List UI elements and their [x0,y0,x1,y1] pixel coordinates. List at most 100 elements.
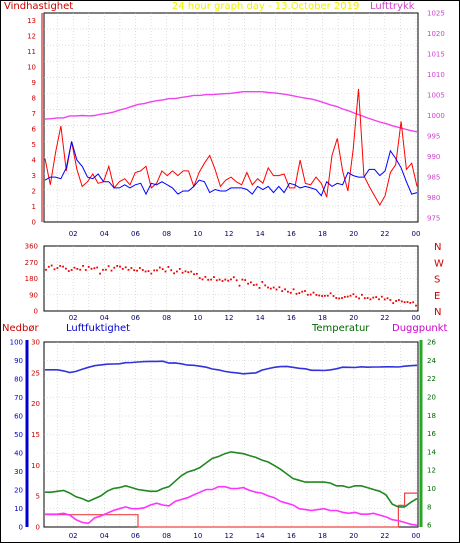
temperature-tick-labels: 0102030405060708090100051015202530681012… [10,339,437,541]
direction-point [215,279,218,282]
wind-y-tick: 11 [27,48,36,56]
direction-point [292,288,295,291]
wind-pressure-panel: 0123456789101112139759809859909951000100… [27,10,445,239]
direction-point [415,304,417,307]
direction-point [403,301,406,304]
direction-point [275,288,278,291]
humidity-label: Luftfuktighet [66,323,130,334]
wind-y-tick: 10 [27,64,36,72]
direction-point [252,284,255,286]
x-tick-label: 10 [193,230,202,238]
direction-point [366,297,369,299]
compass-tick: N [434,307,441,318]
direction-point [176,270,178,273]
direction-point [158,266,161,269]
humidity-y-tick: 50 [14,431,23,439]
temperature-y-tick: 26 [427,339,436,347]
direction-point [400,300,403,303]
direction-point [250,281,252,284]
direction-point [161,268,164,270]
humidity-line [45,360,418,375]
direction-point [67,270,70,272]
direction-point [346,295,349,298]
direction-point [355,295,358,298]
direction-point [59,265,62,267]
direction-point [65,267,67,270]
direction-point [47,265,50,268]
precip-label: Nedbør [2,323,39,334]
direction-point [389,299,392,301]
direction-point [156,269,158,272]
direction-y-tick: 270 [25,259,38,267]
dewpoint-line [45,485,418,526]
direction-point [193,273,195,276]
graph-title: 24 hour graph day - 13.October 2019 [172,1,359,12]
direction-point [187,271,190,274]
direction-point [383,298,386,301]
x-tick-label: 00 [412,230,421,238]
x-tick-label: 00 [412,532,421,540]
temperature-y-tick: 10 [427,485,436,493]
temperature-grid [44,342,418,527]
x-tick-label: 06 [131,230,140,238]
temperature-y-tick: 6 [427,522,432,530]
x-tick-label: 04 [100,230,109,238]
direction-point [338,297,341,300]
direction-point [301,290,304,293]
humidity-y-tick: 80 [14,376,23,384]
direction-point [133,269,136,272]
direction-point [267,286,269,289]
direction-point [232,276,235,279]
direction-point [326,294,329,297]
pressure-y-tick: 1015 [427,50,445,58]
wind-plot-area [43,12,419,223]
humidity-y-tick: 10 [14,505,23,513]
direction-point [298,292,301,294]
direction-point [306,293,309,296]
direction-point [380,295,383,298]
direction-point [82,265,84,267]
direction-point [207,278,210,281]
direction-point [238,284,241,287]
direction-point [153,269,156,272]
wind-y-tick: 3 [32,172,36,180]
x-tick-label: 12 [225,532,234,540]
temperature-label: Temperatur [311,323,370,334]
direction-point [150,272,153,275]
direction-point [127,268,130,271]
temperature-y-tick: 24 [427,357,436,365]
precip-y-tick: 5 [36,493,40,501]
direction-point [372,296,375,299]
direction-point [139,267,141,269]
wind-y-tick: 1 [32,203,36,211]
direction-point [398,299,400,301]
direction-point [45,268,47,271]
direction-point [62,265,64,268]
wind-series [44,88,418,207]
direction-plot-area [43,245,419,312]
x-tick-label: 22 [380,314,389,322]
x-tick-label: 12 [225,230,234,238]
humidity-y-tick: 30 [14,468,23,476]
direction-point [96,266,99,269]
compass-tick: W [434,258,444,269]
pressure-y-tick: 975 [427,214,440,222]
direction-point [378,298,380,301]
direction-point [369,298,372,301]
wind-gust-line [44,88,418,207]
direction-point [343,296,346,298]
direction-point [204,276,207,278]
compass-tick: N [434,242,441,253]
wind-y-tick: 8 [32,95,36,103]
x-tick-label: 18 [318,532,327,540]
wind-y-tick: 0 [32,219,36,227]
temperature-y-tick: 16 [427,430,436,438]
direction-point [56,267,59,269]
wind-y-tick: 5 [32,141,36,149]
direction-point [315,294,318,296]
direction-point [79,268,82,271]
x-tick-label: 22 [380,230,389,238]
precip-y-tick: 10 [31,462,40,470]
direction-point [178,268,181,270]
